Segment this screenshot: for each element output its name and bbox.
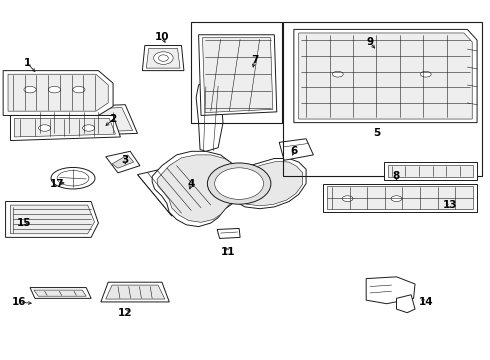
Polygon shape (152, 151, 306, 226)
Ellipse shape (82, 125, 95, 131)
Polygon shape (299, 33, 472, 119)
Text: 12: 12 (118, 308, 132, 318)
Text: 11: 11 (220, 247, 235, 257)
Text: 16: 16 (12, 297, 26, 307)
Text: 17: 17 (49, 179, 64, 189)
Ellipse shape (332, 71, 343, 77)
Polygon shape (30, 288, 91, 298)
Polygon shape (323, 184, 477, 212)
Ellipse shape (154, 52, 173, 64)
Text: 14: 14 (418, 297, 433, 307)
Polygon shape (3, 71, 113, 116)
Polygon shape (10, 116, 121, 140)
Text: 8: 8 (393, 171, 400, 181)
Text: 5: 5 (373, 129, 381, 138)
Bar (283, 22, 483, 176)
Polygon shape (101, 282, 169, 302)
Polygon shape (143, 45, 184, 71)
Polygon shape (384, 162, 477, 180)
Polygon shape (198, 35, 277, 116)
Polygon shape (294, 30, 477, 123)
Ellipse shape (391, 196, 402, 202)
Ellipse shape (215, 168, 264, 199)
Ellipse shape (24, 86, 36, 93)
Ellipse shape (342, 196, 353, 202)
Polygon shape (157, 155, 303, 222)
Polygon shape (8, 74, 108, 111)
Polygon shape (138, 166, 211, 216)
Polygon shape (147, 48, 180, 68)
Ellipse shape (39, 125, 51, 131)
Polygon shape (14, 118, 116, 137)
Polygon shape (30, 105, 138, 137)
Ellipse shape (159, 55, 168, 61)
Ellipse shape (420, 71, 431, 77)
Bar (191, 22, 282, 123)
Ellipse shape (73, 86, 85, 93)
Polygon shape (202, 38, 273, 113)
Text: 1: 1 (24, 58, 31, 68)
Ellipse shape (57, 171, 89, 186)
Polygon shape (327, 186, 473, 210)
Polygon shape (388, 165, 473, 177)
Ellipse shape (49, 86, 61, 93)
Polygon shape (106, 151, 140, 173)
Text: 9: 9 (366, 37, 373, 47)
Polygon shape (196, 81, 223, 151)
Text: 6: 6 (290, 146, 297, 156)
Text: 2: 2 (109, 114, 117, 124)
Text: 3: 3 (122, 155, 129, 165)
Polygon shape (396, 295, 415, 313)
Text: 13: 13 (443, 200, 458, 210)
Polygon shape (34, 290, 86, 296)
Ellipse shape (51, 167, 95, 189)
Text: 7: 7 (251, 55, 258, 65)
Polygon shape (366, 277, 415, 304)
Polygon shape (112, 155, 134, 168)
Polygon shape (106, 285, 165, 299)
Text: 15: 15 (17, 218, 31, 228)
Polygon shape (279, 139, 314, 160)
Polygon shape (5, 202, 98, 237)
Polygon shape (10, 205, 95, 234)
Ellipse shape (207, 163, 271, 204)
Polygon shape (34, 108, 133, 134)
Polygon shape (217, 228, 240, 238)
Text: 10: 10 (155, 32, 169, 41)
Text: 4: 4 (188, 179, 195, 189)
